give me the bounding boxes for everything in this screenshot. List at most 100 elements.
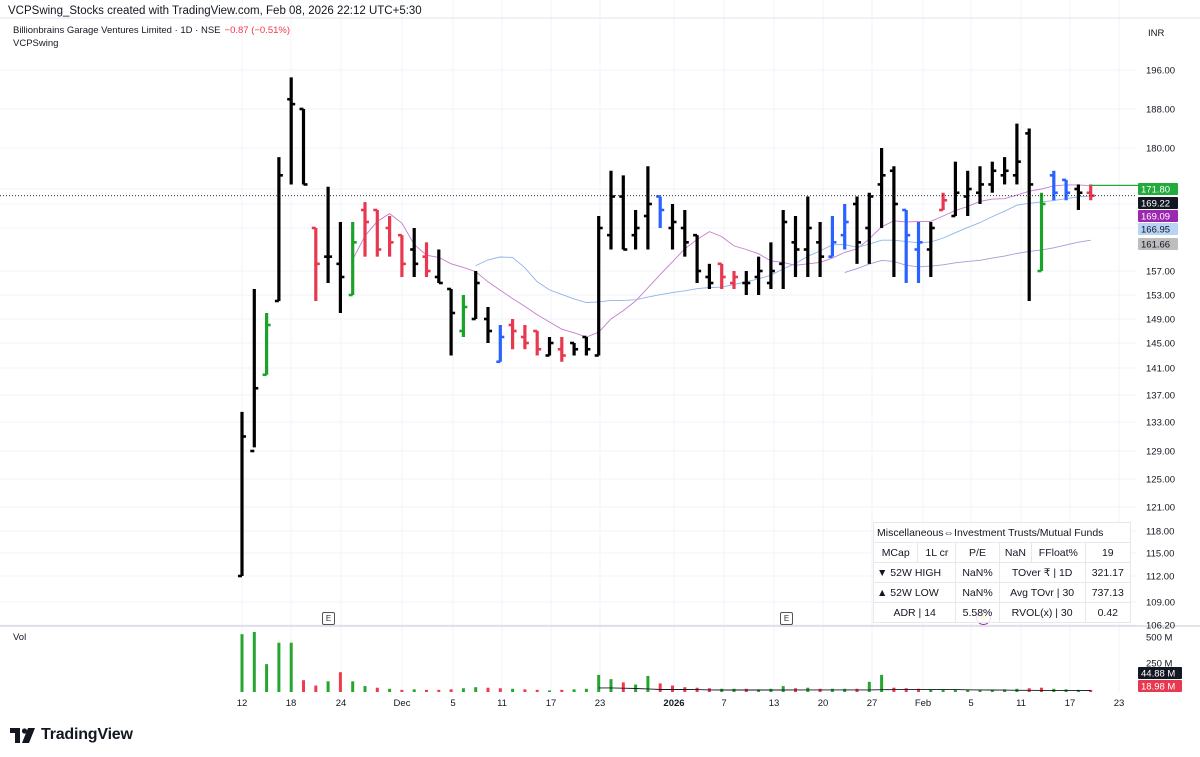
x-tick-label: 5 (968, 698, 973, 709)
volume-bar (498, 688, 502, 692)
price-label: 171.80 (1141, 185, 1170, 196)
volume-bar (917, 688, 920, 692)
chart-byline: VCPSwing_Stocks created with TradingView… (8, 5, 422, 17)
table-row: MCap 1L cr P/E NaN FFloat% 19 (872, 542, 1132, 563)
table-row: ADR | 14 5.58% RVOL(x) | 30 0.42 (872, 602, 1132, 623)
volume-average-line (598, 687, 1091, 691)
price-label-box (1138, 210, 1178, 222)
table-cell: MCap (872, 542, 919, 563)
price-label: 169.09 (1141, 212, 1170, 223)
y-tick-label: 149.00 (1146, 315, 1175, 326)
volume-bar (363, 686, 367, 692)
volume-bar (523, 689, 527, 692)
tradingview-logo-icon (10, 727, 35, 743)
symbol-line[interactable]: Billionbrains Garage Ventures Limited · … (13, 25, 290, 36)
volume-bar (240, 634, 244, 692)
table-cell: NaN% (955, 562, 1000, 583)
table-cell: RVOL(x) | 30 (998, 602, 1086, 623)
volume-bar (252, 632, 256, 692)
volume-bar (781, 686, 785, 692)
volume-bar (978, 689, 982, 692)
volume-label-box (1138, 680, 1182, 692)
y-tick-label: 157.00 (1146, 267, 1175, 278)
volume-tick-label: 500 M (1146, 633, 1172, 644)
y-tick-label: 145.00 (1146, 339, 1175, 350)
volume-bar (990, 689, 994, 692)
price-label: 161.66 (1141, 240, 1170, 251)
table-row: ▲ 52W LOW NaN% Avg TOvr | 30 737.13 (872, 582, 1132, 603)
table-row: ▼ 52W HIGH NaN% TOver ₹ | 1D 321.17 (872, 562, 1132, 583)
tradingview-logo[interactable]: TradingView (10, 726, 133, 744)
indicator-name[interactable]: VCPSwing (13, 38, 59, 49)
table-cell: 321.17 (1084, 562, 1132, 583)
x-tick-label: 12 (237, 698, 248, 709)
x-tick-label: 17 (546, 698, 557, 709)
y-tick-label: 196.00 (1146, 66, 1175, 77)
volume-bar (843, 688, 847, 692)
y-tick-label: 137.00 (1146, 391, 1175, 402)
price-label: 169.22 (1141, 199, 1170, 210)
volume-bar (400, 689, 404, 692)
volume-bar (277, 642, 281, 692)
ma-slow-line (844, 239, 1091, 274)
y-tick-label: 112.00 (1146, 572, 1174, 583)
volume-bar (929, 689, 933, 692)
volume-bar (265, 664, 269, 692)
volume-bar (548, 690, 551, 692)
x-tick-label: 13 (769, 698, 780, 709)
y-tick-label: 133.00 (1146, 418, 1175, 429)
volume-bar (757, 689, 761, 692)
table-cell: NaN% (955, 582, 1000, 603)
volume-bar (621, 682, 625, 692)
table-cell: ▼ 52W HIGH (872, 562, 957, 583)
table-cell: ADR | 14 (872, 602, 957, 623)
y-tick-label: 118.00 (1146, 527, 1174, 538)
y-tick-label: 153.00 (1146, 291, 1175, 302)
volume-label-box (1138, 667, 1182, 679)
x-tick-label: 17 (1065, 698, 1076, 709)
symbol-title: Billionbrains Garage Ventures Limited · … (13, 25, 221, 36)
y-tick-label: 109.00 (1146, 598, 1175, 609)
volume-bar (584, 688, 588, 692)
volume-bar (880, 674, 884, 692)
brand-name: TradingView (41, 726, 133, 743)
volume-bar (572, 689, 576, 692)
volume-bar (1089, 689, 1093, 692)
x-tick-label: 7 (721, 698, 726, 709)
x-tick-label: 23 (595, 698, 606, 709)
volume-bar (388, 688, 392, 692)
volume-bar (425, 689, 428, 692)
table-cell: 5.58% (955, 602, 1000, 623)
table-cell: FFloat% (1031, 542, 1086, 563)
volume-bar (461, 688, 465, 692)
volume-bar (511, 688, 515, 692)
earnings-marker[interactable]: E (322, 612, 335, 625)
currency-label[interactable]: INR (1148, 28, 1165, 39)
price-label: 166.95 (1141, 225, 1170, 236)
volume-pane-label[interactable]: Vol (13, 632, 27, 643)
x-tick-label: 2026 (663, 698, 684, 709)
stats-table: Miscellaneous⇔Investment Trusts/Mutual F… (872, 522, 1132, 623)
volume-bar (904, 688, 908, 692)
y-tick-label: 125.00 (1146, 475, 1175, 486)
volume-bar (351, 681, 355, 692)
volume-value-label: 18.98 M (1141, 682, 1175, 693)
volume-bar (953, 689, 957, 692)
table-cell: 0.42 (1084, 602, 1132, 623)
y-tick-label: 115.00 (1146, 549, 1174, 560)
volume-bar (449, 689, 453, 692)
x-tick-label: 18 (286, 698, 297, 709)
earnings-marker[interactable]: E (780, 612, 793, 625)
y-tick-label: 106.20 (1146, 621, 1175, 632)
volume-bar (609, 679, 613, 692)
x-tick-label: Dec (394, 698, 411, 709)
volume-tick-label: 250 M (1146, 659, 1172, 670)
volume-bar (338, 672, 342, 692)
volume-bar (941, 689, 945, 692)
table-cell: 19 (1084, 542, 1132, 563)
volume-bar (289, 642, 293, 692)
x-tick-label: 23 (1114, 698, 1125, 709)
volume-bar (830, 688, 834, 692)
table-cell: 737.13 (1084, 582, 1132, 603)
